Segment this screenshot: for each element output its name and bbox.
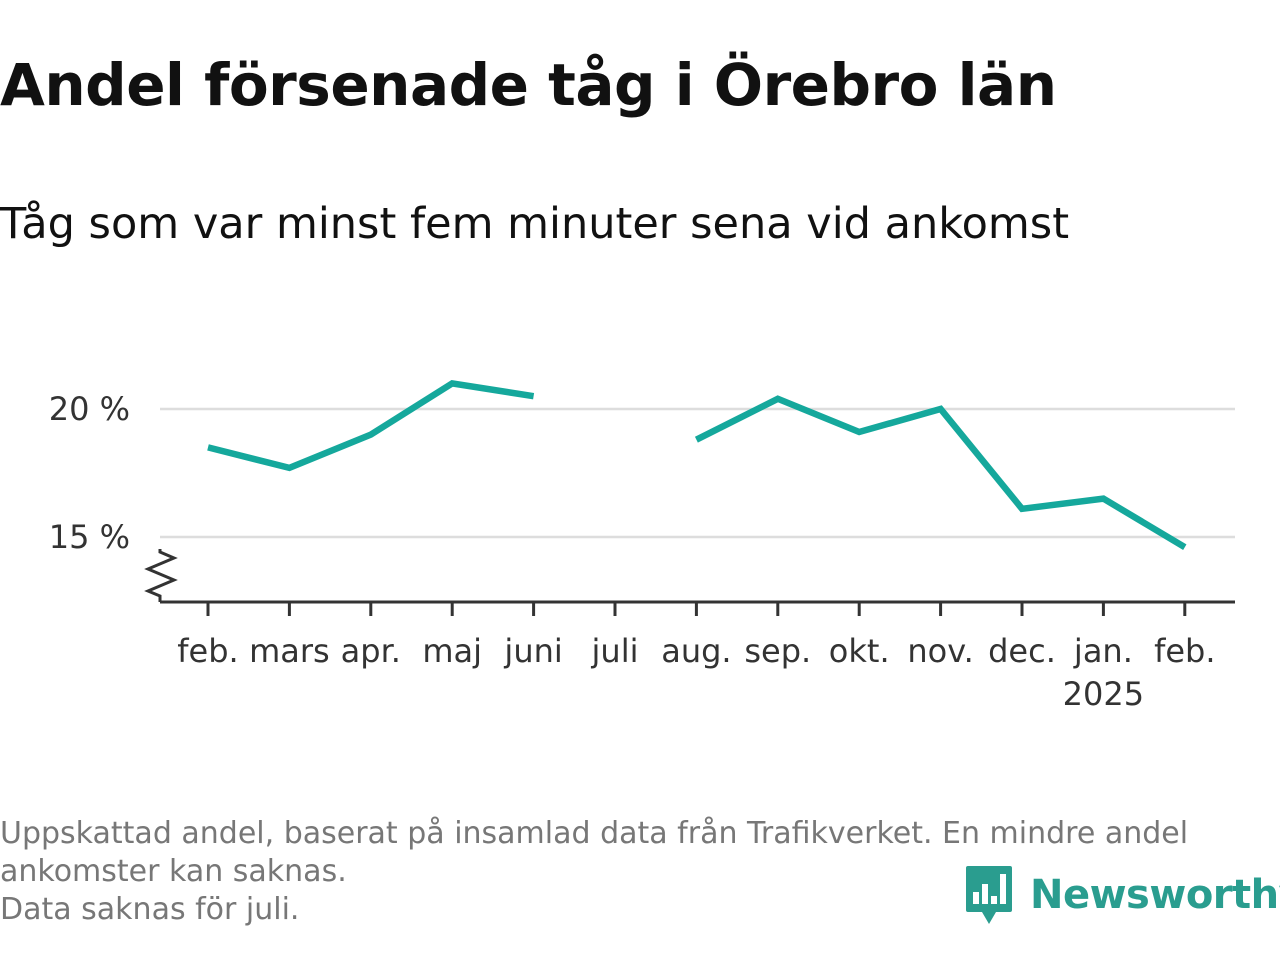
series-line	[207, 380, 535, 472]
y-tick-label: 15 %	[49, 518, 130, 556]
x-tick-label: mars	[249, 632, 330, 670]
x-tick-label: aug.	[661, 632, 731, 670]
footnote-line-1: Uppskattad andel, baserat på insamlad da…	[0, 816, 1189, 851]
line-chart: 15 % 20 % feb. mars apr. maj juni juli aug. sep. o…	[49, 380, 1235, 713]
chart-subtitle: Tåg som var minst fem minuter sena vid a…	[0, 199, 1070, 249]
footnote-line-3: Data saknas för juli.	[0, 892, 300, 927]
newsworthy-logo-text: Newsworthy	[1030, 872, 1280, 918]
newsworthy-logo: Newsworthy	[964, 864, 1280, 926]
newsworthy-logo-icon	[966, 866, 1012, 924]
x-tick-label: apr.	[341, 632, 401, 670]
x-tick-label: dec.	[988, 632, 1056, 670]
x-tick-label: jan.	[1073, 632, 1133, 670]
x-tick-label: okt.	[829, 632, 890, 670]
x-tick-label: feb.	[1154, 632, 1215, 670]
chart-title: Andel försenade tåg i Örebro län	[0, 51, 1057, 119]
x-tick-label: juli	[591, 632, 639, 670]
y-tick-label: 20 %	[49, 390, 130, 428]
x-tick-label: sep.	[744, 632, 811, 670]
axis-break-icon	[144, 549, 178, 602]
x-tick-label: feb.	[177, 632, 238, 670]
footnote: Uppskattad andel, baserat på insamlad da…	[0, 815, 1270, 929]
series-line	[694, 395, 1187, 550]
footnote-line-2: ankomster kan saknas.	[0, 854, 347, 889]
x-tick-label: maj	[422, 632, 482, 670]
x-tick-label: juni	[503, 632, 562, 670]
x-tick-label: nov.	[907, 632, 973, 670]
x-tick-sublabel: 2025	[1063, 675, 1144, 713]
